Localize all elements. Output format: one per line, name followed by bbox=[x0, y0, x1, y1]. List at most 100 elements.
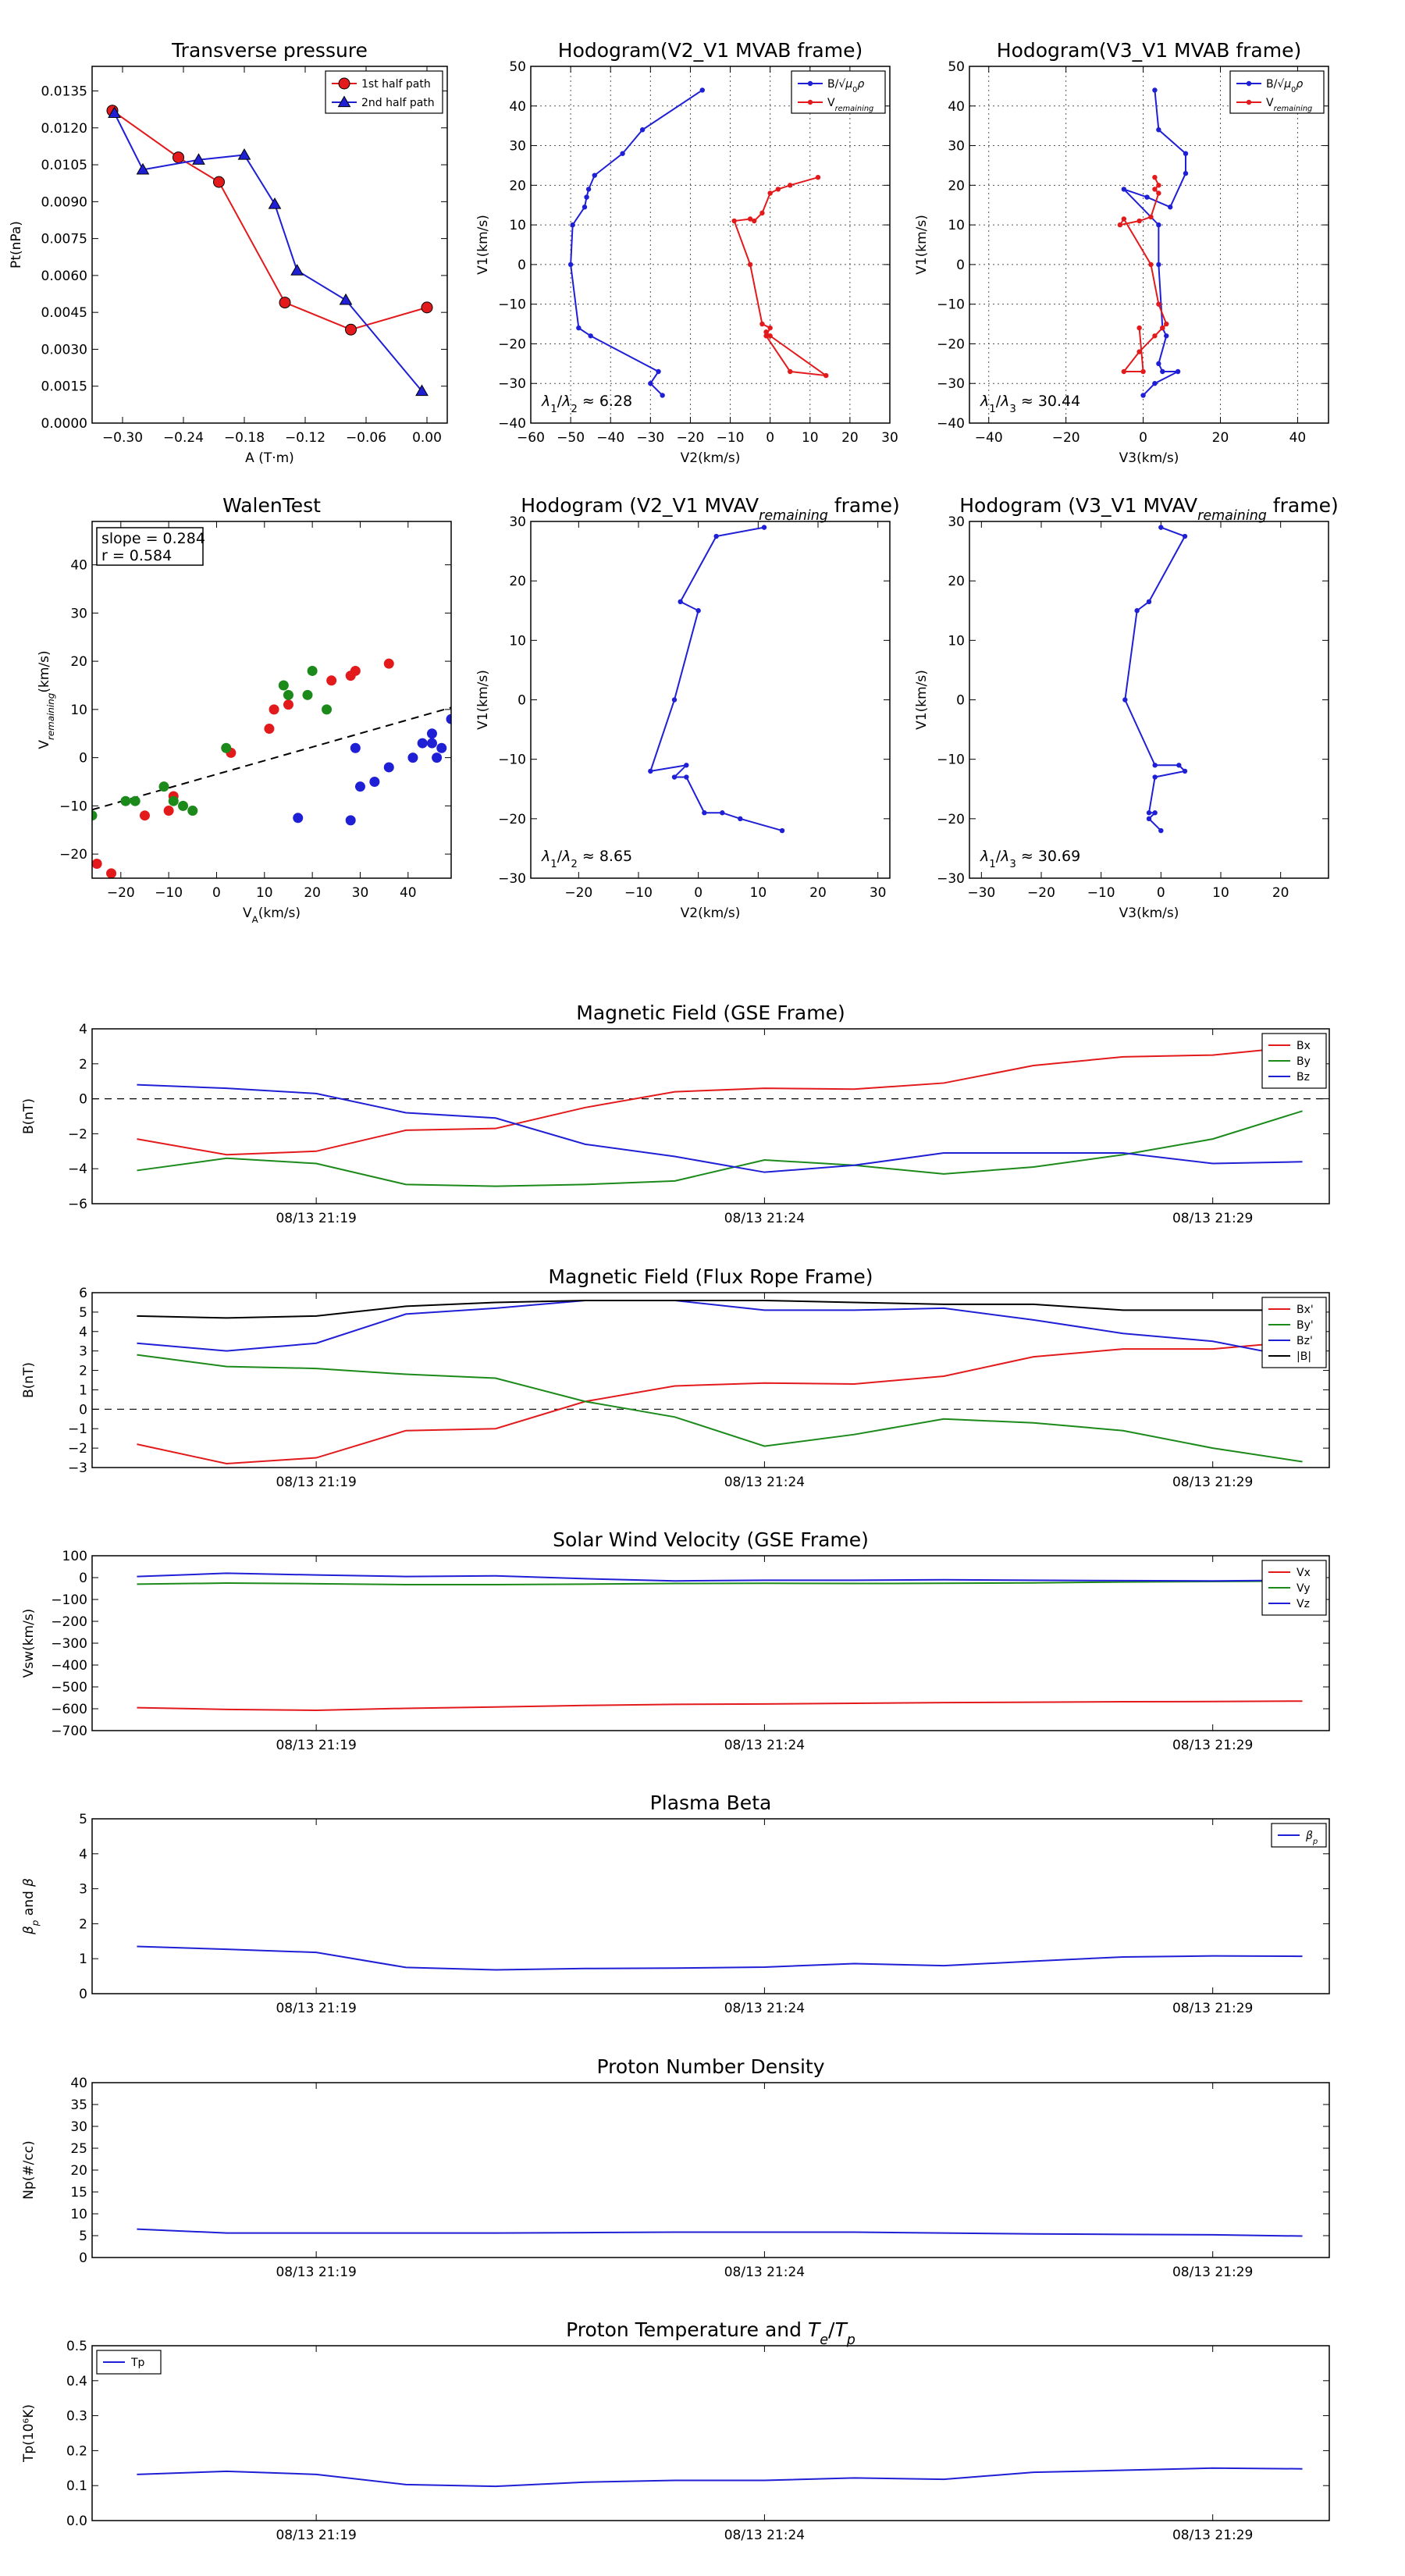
x-tick-label: 08/13 21:29 bbox=[1172, 2001, 1253, 2016]
scatter-point-blue bbox=[446, 713, 451, 724]
x-tick-label: 0 bbox=[212, 885, 221, 901]
scatter-point-red bbox=[383, 658, 394, 669]
y-tick-label: −10 bbox=[937, 753, 965, 768]
scatter-point-blue bbox=[350, 742, 361, 753]
y-tick-label: −30 bbox=[498, 376, 526, 392]
y-tick-label: −500 bbox=[51, 1680, 87, 1695]
data-point bbox=[136, 162, 150, 175]
y-tick-label: −300 bbox=[51, 1636, 87, 1652]
y-axis-label: V1(km/s) bbox=[914, 215, 930, 275]
y-axis-label: Tp(10⁶K) bbox=[21, 2404, 37, 2463]
legend-label: Vx bbox=[1297, 1567, 1311, 1579]
scatter-point-red bbox=[283, 699, 293, 710]
y-axis-label: Vsw(km/s) bbox=[21, 1609, 37, 1678]
y-tick-label: −10 bbox=[937, 297, 965, 313]
y-tick-label: 30 bbox=[509, 139, 526, 155]
series-line-Vz bbox=[137, 1572, 1303, 1582]
plot-area bbox=[137, 2467, 1303, 2488]
x-tick-label: −10 bbox=[155, 885, 183, 901]
y-tick-label: 50 bbox=[509, 59, 526, 75]
y-tick-label: 20 bbox=[948, 178, 965, 194]
scatter-point-blue bbox=[369, 776, 380, 787]
x-tick-label: 08/13 21:19 bbox=[276, 1211, 356, 1226]
series-line-2ndhalfpath bbox=[113, 112, 423, 392]
y-tick-label: 4 bbox=[79, 1325, 87, 1340]
data-point bbox=[582, 205, 588, 210]
y-tick-label: 2 bbox=[79, 1057, 87, 1073]
scatter-point-green bbox=[168, 795, 179, 806]
legend: Vx Vy Vz bbox=[1261, 1560, 1327, 1616]
scatter-point-blue bbox=[417, 738, 428, 749]
x-tick-label: 0 bbox=[766, 430, 774, 446]
plot-area bbox=[137, 1945, 1303, 1971]
x-axis-label: V3(km/s) bbox=[1119, 906, 1179, 921]
y-tick-label: −10 bbox=[498, 753, 526, 768]
chart-title: Proton Number Density bbox=[597, 2055, 825, 2078]
scatter-point-green bbox=[307, 665, 318, 676]
chart-title: Plasma Beta bbox=[650, 1791, 772, 1814]
data-point bbox=[345, 323, 357, 336]
data-point bbox=[695, 608, 701, 614]
y-tick-label: 0.0075 bbox=[41, 232, 87, 247]
y-tick-label: −30 bbox=[937, 871, 965, 887]
chart-title: Proton Temperature and Te/Tp bbox=[566, 2318, 855, 2348]
series-line-Vx bbox=[137, 1700, 1303, 1711]
x-tick-label: −60 bbox=[517, 430, 545, 446]
correlation-text: r = 0.584 bbox=[101, 547, 172, 564]
y-axis-label: B(nT) bbox=[21, 1098, 37, 1134]
plot-area bbox=[648, 525, 785, 834]
y-tick-label: 0 bbox=[79, 1571, 87, 1586]
y-tick-label: 0 bbox=[79, 1402, 87, 1418]
data-point bbox=[788, 368, 793, 375]
data-point bbox=[1134, 608, 1140, 614]
data-point bbox=[1117, 222, 1123, 228]
data-point bbox=[1152, 774, 1158, 780]
scatter-point-green bbox=[302, 689, 313, 700]
data-point bbox=[671, 697, 678, 703]
axes-frame bbox=[91, 2345, 1330, 2521]
y-tick-label: 35 bbox=[70, 2097, 87, 2113]
data-point bbox=[1160, 325, 1165, 331]
legend-marker bbox=[807, 80, 813, 87]
legend-label: Vremaining bbox=[1266, 97, 1312, 113]
y-axis-label: βp and β bbox=[21, 1878, 41, 1935]
data-point bbox=[584, 194, 589, 200]
data-point bbox=[699, 87, 705, 93]
x-axis-label: V3(km/s) bbox=[1119, 450, 1179, 466]
y-tick-label: −600 bbox=[51, 1702, 87, 1717]
y-tick-label: 10 bbox=[509, 218, 526, 233]
y-axis-label: V1(km/s) bbox=[914, 670, 930, 730]
data-point bbox=[588, 333, 593, 339]
x-tick-label: 20 bbox=[304, 885, 321, 901]
y-tick-label: 10 bbox=[70, 703, 87, 718]
y-tick-label: 0.4 bbox=[66, 2374, 87, 2389]
series-line-Vy bbox=[137, 1580, 1303, 1585]
y-tick-label: 0 bbox=[79, 2250, 87, 2266]
y-tick-label: 20 bbox=[948, 574, 965, 589]
x-tick-label: −10 bbox=[1087, 885, 1115, 901]
series-line-Vremaining bbox=[733, 176, 829, 377]
legend: 1st half path 2nd half path bbox=[325, 70, 443, 114]
x-tick-label: 0.00 bbox=[412, 430, 442, 446]
series-line-Bz bbox=[137, 1083, 1303, 1173]
y-tick-label: 0.0015 bbox=[41, 379, 87, 395]
y-tick-label: −700 bbox=[51, 1724, 87, 1739]
y-tick-label: 20 bbox=[509, 574, 526, 589]
y-tick-label: 4 bbox=[79, 1022, 87, 1037]
data-point bbox=[752, 218, 757, 224]
data-point bbox=[1182, 533, 1188, 539]
legend-label: Vremaining bbox=[827, 97, 873, 113]
x-tick-label: −0.12 bbox=[285, 430, 325, 446]
y-tick-label: −20 bbox=[498, 336, 526, 352]
plot-area bbox=[1122, 525, 1188, 834]
x-tick-label: 30 bbox=[881, 430, 898, 446]
eigenvalue-ratio: λ1/λ3 ≈ 30.44 bbox=[980, 393, 1080, 415]
x-tick-label: 40 bbox=[400, 885, 417, 901]
chart-title: Hodogram(V3_V1 MVAB frame) bbox=[997, 39, 1301, 62]
scatter-point-green bbox=[322, 704, 333, 715]
y-tick-label: 50 bbox=[948, 59, 965, 75]
y-tick-label: −40 bbox=[937, 416, 965, 432]
y-tick-label: 10 bbox=[948, 218, 965, 233]
data-point bbox=[585, 187, 592, 192]
y-tick-label: −40 bbox=[498, 416, 526, 432]
